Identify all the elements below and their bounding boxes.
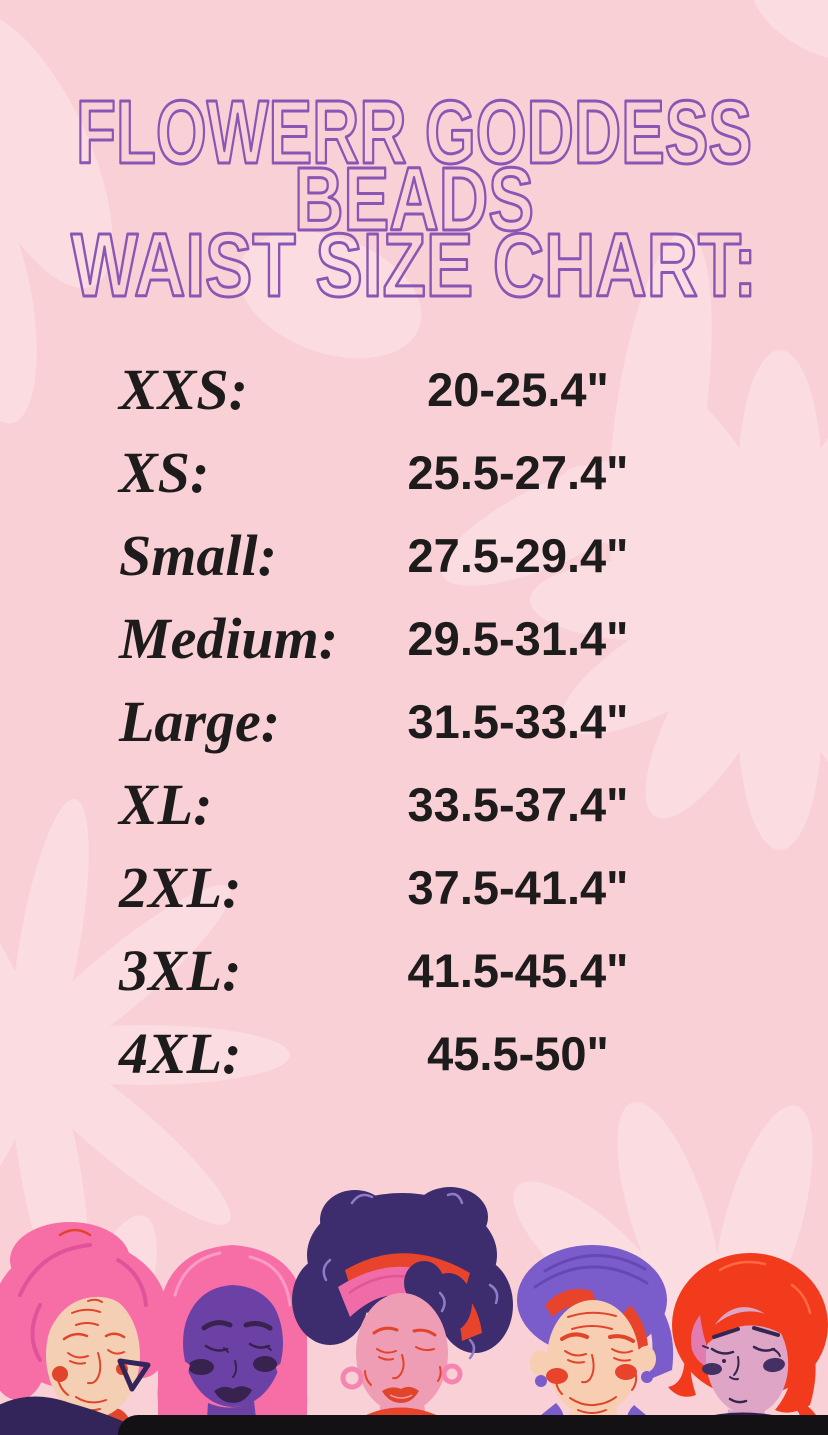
women-illustration xyxy=(0,1187,828,1435)
size-label: 4XL: xyxy=(119,1021,242,1086)
figure-woman-dark-curls-red-headband xyxy=(292,1187,513,1435)
size-value: 33.5-37.4" xyxy=(407,778,629,831)
size-value: 20-25.4" xyxy=(427,363,609,416)
size-value: 41.5-45.4" xyxy=(407,944,629,997)
size-row: Medium: 29.5-31.4" xyxy=(0,597,828,680)
flower-top-left xyxy=(0,0,828,424)
size-row: 3XL: 41.5-45.4" xyxy=(0,929,828,1012)
size-row: 4XL: 45.5-50" xyxy=(0,1012,828,1095)
size-label: XXS: xyxy=(119,357,248,422)
flower-right-daisy xyxy=(440,231,828,850)
figure-older-woman-purple-headscarf xyxy=(516,1245,674,1435)
size-value: 27.5-29.4" xyxy=(407,529,629,582)
figure-older-woman-pink-updo xyxy=(0,1222,168,1435)
size-value: 25.5-27.4" xyxy=(407,446,629,499)
size-value: 31.5-33.4" xyxy=(407,695,629,748)
size-label: Small: xyxy=(119,523,277,588)
bottom-bar xyxy=(118,1415,828,1435)
size-row: 2XL: 37.5-41.4" xyxy=(0,846,828,929)
size-value: 29.5-31.4" xyxy=(407,612,629,665)
title-line-2: BEADS xyxy=(294,150,534,250)
size-row: XL: 33.5-37.4" xyxy=(0,763,828,846)
size-row: XS: 25.5-27.4" xyxy=(0,431,828,514)
title-line-3: WAIST SIZE CHART: xyxy=(71,216,757,316)
size-label: 2XL: xyxy=(119,855,242,920)
size-row: XXS: 20-25.4" xyxy=(0,348,828,431)
size-label: XL: xyxy=(119,772,213,837)
title-line-1: FLOWERR GODDESS xyxy=(76,83,752,183)
size-label: Large: xyxy=(119,689,281,754)
figure-woman-red-bob xyxy=(668,1253,828,1435)
size-label: 3XL: xyxy=(119,938,242,1003)
size-table: XXS: 20-25.4" XS: 25.5-27.4" Small: 27.5… xyxy=(0,348,828,1095)
size-row: Small: 27.5-29.4" xyxy=(0,514,828,597)
title: FLOWERR GODDESS BEADS WAIST SIZE CHART: xyxy=(70,82,759,318)
size-value: 37.5-41.4" xyxy=(407,861,629,914)
size-row: Large: 31.5-33.4" xyxy=(0,680,828,763)
figure-woman-purple-skin-pink-hair xyxy=(157,1245,308,1435)
size-label: Medium: xyxy=(119,606,339,671)
size-value: 45.5-50" xyxy=(427,1027,609,1080)
size-label: XS: xyxy=(119,440,210,505)
